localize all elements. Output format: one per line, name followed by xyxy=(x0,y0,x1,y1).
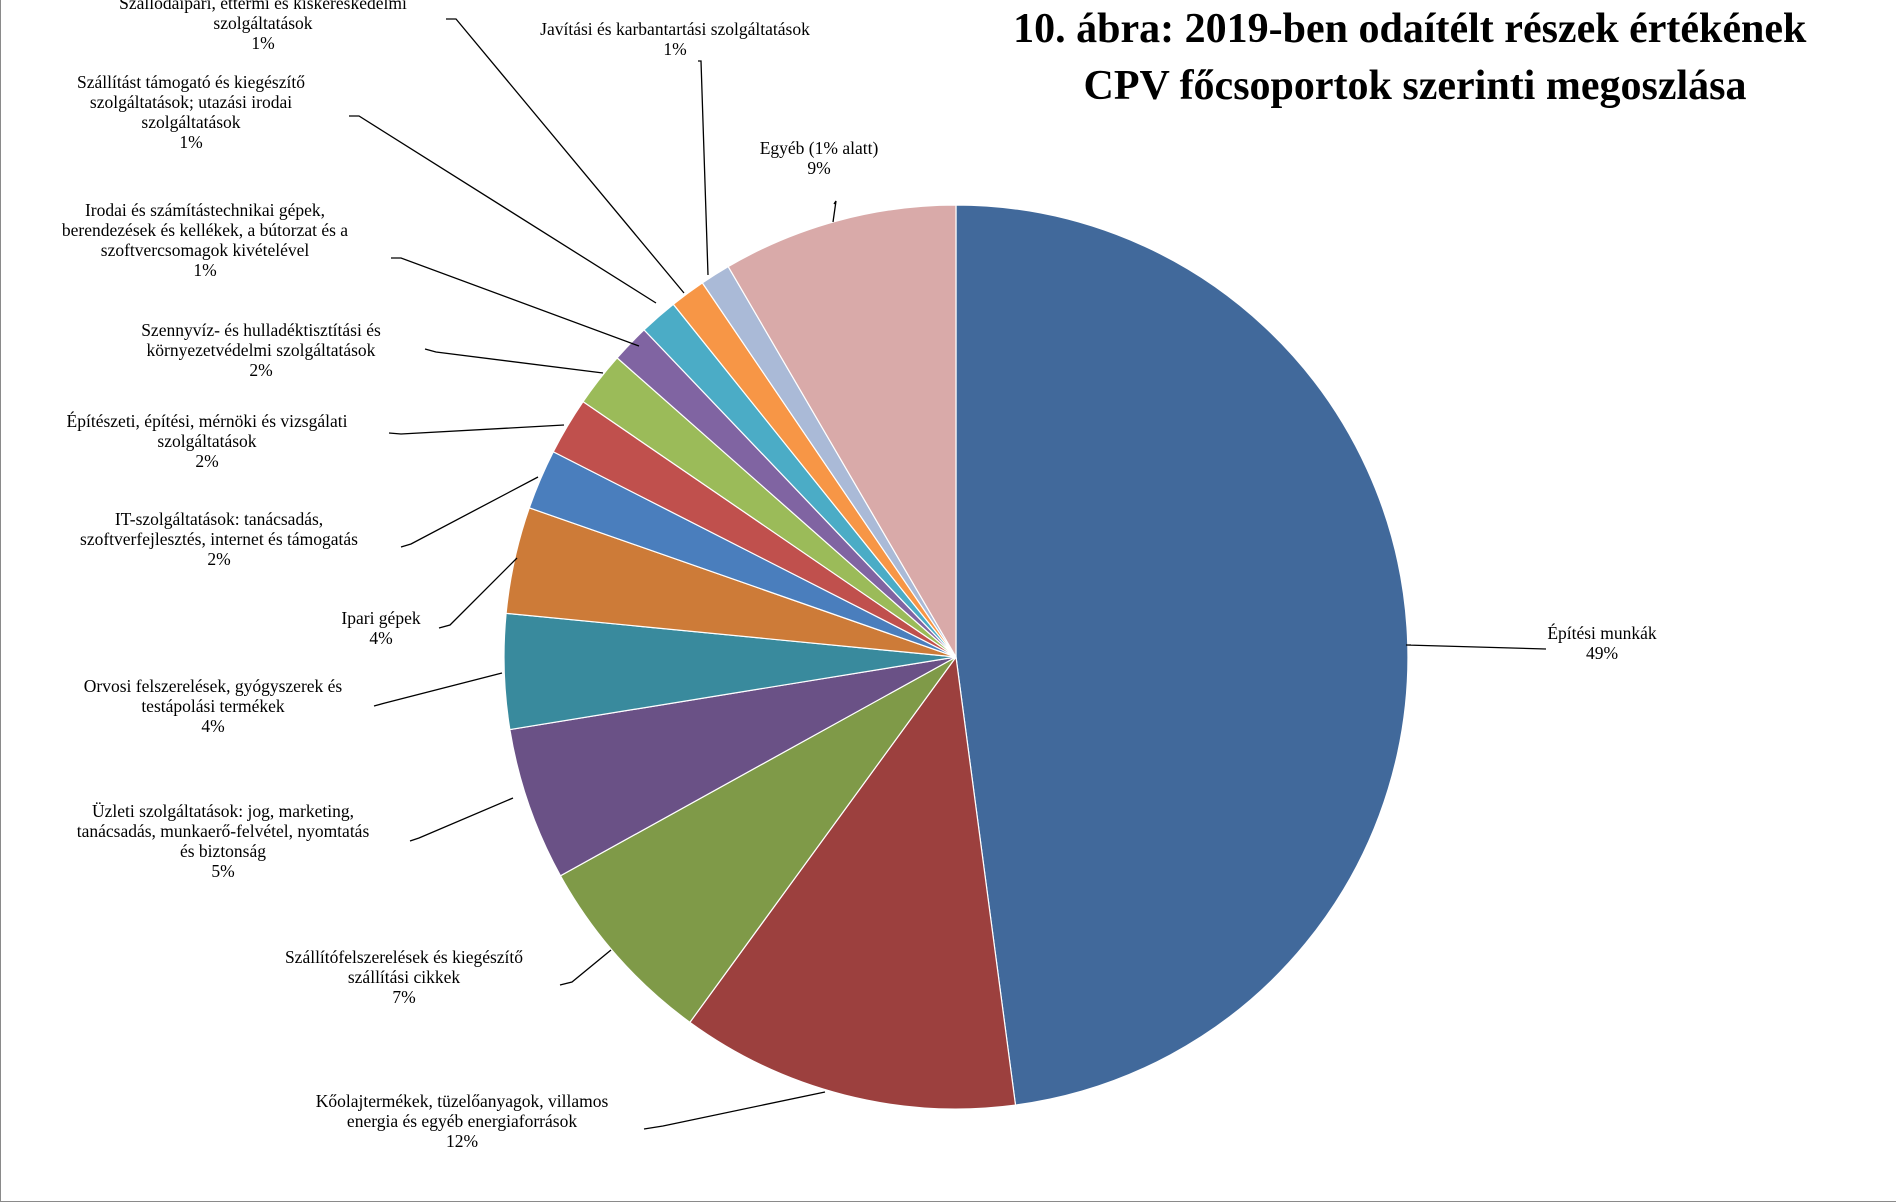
slice-label-line: szolgáltatások xyxy=(141,112,240,132)
slice-label: Építészeti, építési, mérnöki és vizsgála… xyxy=(67,411,348,471)
chart-title-line-1: 10. ábra: 2019-ben odaítélt részek érték… xyxy=(1013,6,1807,52)
leader-line xyxy=(1405,644,1547,650)
slice-label-line: Szennyvíz- és hulladéktisztítási és xyxy=(141,320,381,340)
slice-percent: 2% xyxy=(195,451,218,471)
leader-line xyxy=(388,424,565,435)
slice-percent: 49% xyxy=(1586,643,1618,663)
pie-slice xyxy=(689,655,1017,1110)
slice-label-line: szoftvercsomagok kivételével xyxy=(101,240,310,260)
slice-label-line: berendezések és kellékek, a bútorzat és … xyxy=(62,220,348,240)
leader-line xyxy=(832,200,837,223)
slice-label-line: energia és egyéb energiaforrások xyxy=(347,1111,577,1131)
slice-label: Javítási és karbantartási szolgáltatások… xyxy=(540,19,810,59)
slice-label: Kőolajtermékek, tüzelőanyagok, villamos e… xyxy=(316,1091,609,1151)
slice-percent: 4% xyxy=(369,628,392,648)
slice-label-line: Üzleti szolgáltatások: jog, marketing, xyxy=(92,801,354,821)
slice-label-line: Egyéb (1% alatt) xyxy=(760,138,879,158)
slice-percent: 1% xyxy=(179,132,202,152)
slice-label-line: szolgáltatások; utazási irodai xyxy=(90,92,292,112)
slice-percent: 12% xyxy=(446,1131,478,1151)
leader-line xyxy=(391,257,640,347)
slice-label-line: Irodai és számítástechnikai gépek, xyxy=(85,200,325,220)
slice-percent: 2% xyxy=(249,360,272,380)
chart-title: 10. ábra: 2019-ben odaítélt részek érték… xyxy=(1013,6,1817,109)
slice-percent: 9% xyxy=(807,158,830,178)
slice-label: Szállítást támogató és kiegészítő szolgál… xyxy=(77,72,305,152)
slice-label-line: Építészeti, építési, mérnöki és vizsgála… xyxy=(67,411,348,431)
pie-slice xyxy=(727,204,957,660)
slice-label-line: Szállítófelszerelések és kiegészítő xyxy=(285,947,523,967)
leader-line xyxy=(446,18,685,294)
leader-line xyxy=(400,476,539,548)
leader-lines xyxy=(349,18,1547,1130)
leader-line xyxy=(559,949,612,986)
slice-percent: 1% xyxy=(193,260,216,280)
slice-label-line: Javítási és karbantartási szolgáltatások xyxy=(540,19,810,39)
pie-slice xyxy=(559,656,957,1024)
slice-label: Egyéb (1% alatt) 9% xyxy=(760,138,879,178)
slice-label-line: környezetvédelmi szolgáltatások xyxy=(147,340,376,360)
slice-percent: 2% xyxy=(207,549,230,569)
slice-label-line: Szállodaipari, éttermi és kiskereskedelm… xyxy=(119,0,407,13)
slice-percent: 1% xyxy=(663,39,686,59)
slice-label-line: szolgáltatások xyxy=(213,13,312,33)
leader-line xyxy=(643,1091,826,1130)
slice-label-line: szállítási cikkek xyxy=(348,967,461,987)
slice-label: Irodai és számítástechnikai gépek, berend… xyxy=(62,200,348,280)
slice-percent: 7% xyxy=(392,987,415,1007)
chart-title-line-2: CPV főcsoportok szerinti megoszlása xyxy=(1084,63,1747,109)
leader-line xyxy=(438,557,518,629)
slice-percent: 5% xyxy=(211,861,234,881)
slice-labels: Építési munkák 49% Kőolajtermékek, tüzelőa… xyxy=(62,0,1657,1151)
slice-label-line: IT-szolgáltatások: tanácsadás, xyxy=(115,509,323,529)
pie-slices xyxy=(503,204,1409,1110)
slice-label-line: szoftverfejlesztés, internet és támogatá… xyxy=(80,529,358,549)
slice-label: Szállodaipari, éttermi és kiskereskedelm… xyxy=(119,0,407,53)
leader-line xyxy=(698,60,709,276)
slice-label-line: Kőolajtermékek, tüzelőanyagok, villamos xyxy=(316,1091,609,1111)
leader-line xyxy=(349,115,657,304)
leader-line xyxy=(409,797,514,842)
slice-label-line: Szállítást támogató és kiegészítő xyxy=(77,72,305,92)
slice-percent: 1% xyxy=(251,33,274,53)
slice-label: IT-szolgáltatások: tanácsadás, szoftverfe… xyxy=(80,509,358,569)
slice-label-line: és biztonság xyxy=(180,841,266,861)
slice-label-line: testápolási termékek xyxy=(141,696,285,716)
slice-label-line: Orvosi felszerelések, gyógyszerek és xyxy=(84,676,343,696)
slice-label: Építési munkák 49% xyxy=(1547,623,1657,663)
slice-label: Szállítófelszerelések és kiegészítő száll… xyxy=(285,947,523,1007)
slice-label-line: Építési munkák xyxy=(1547,623,1657,643)
slice-label-line: szolgáltatások xyxy=(157,431,256,451)
slice-label: Üzleti szolgáltatások: jog, marketing, ta… xyxy=(77,801,370,881)
leader-line xyxy=(424,348,604,374)
slice-label: Ipari gépek 4% xyxy=(341,608,420,648)
pie-slice xyxy=(955,204,1409,1106)
leader-line xyxy=(373,672,503,707)
slice-label: Orvosi felszerelések, gyógyszerek és test… xyxy=(84,676,343,736)
slice-label-line: tanácsadás, munkaerő-felvétel, nyomtatás xyxy=(77,821,370,841)
slice-percent: 4% xyxy=(201,716,224,736)
slice-label-line: Ipari gépek xyxy=(341,608,420,628)
slice-label: Szennyvíz- és hulladéktisztítási és körny… xyxy=(141,320,381,380)
